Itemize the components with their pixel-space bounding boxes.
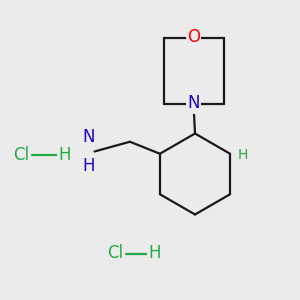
Text: H: H xyxy=(238,148,248,162)
Text: Cl: Cl xyxy=(13,146,29,164)
Text: Cl: Cl xyxy=(107,244,124,262)
Text: O: O xyxy=(187,28,200,46)
Text: N: N xyxy=(82,128,95,146)
Text: H: H xyxy=(58,146,71,164)
Text: H: H xyxy=(82,157,95,175)
Text: H: H xyxy=(148,244,161,262)
Text: N: N xyxy=(187,94,200,112)
